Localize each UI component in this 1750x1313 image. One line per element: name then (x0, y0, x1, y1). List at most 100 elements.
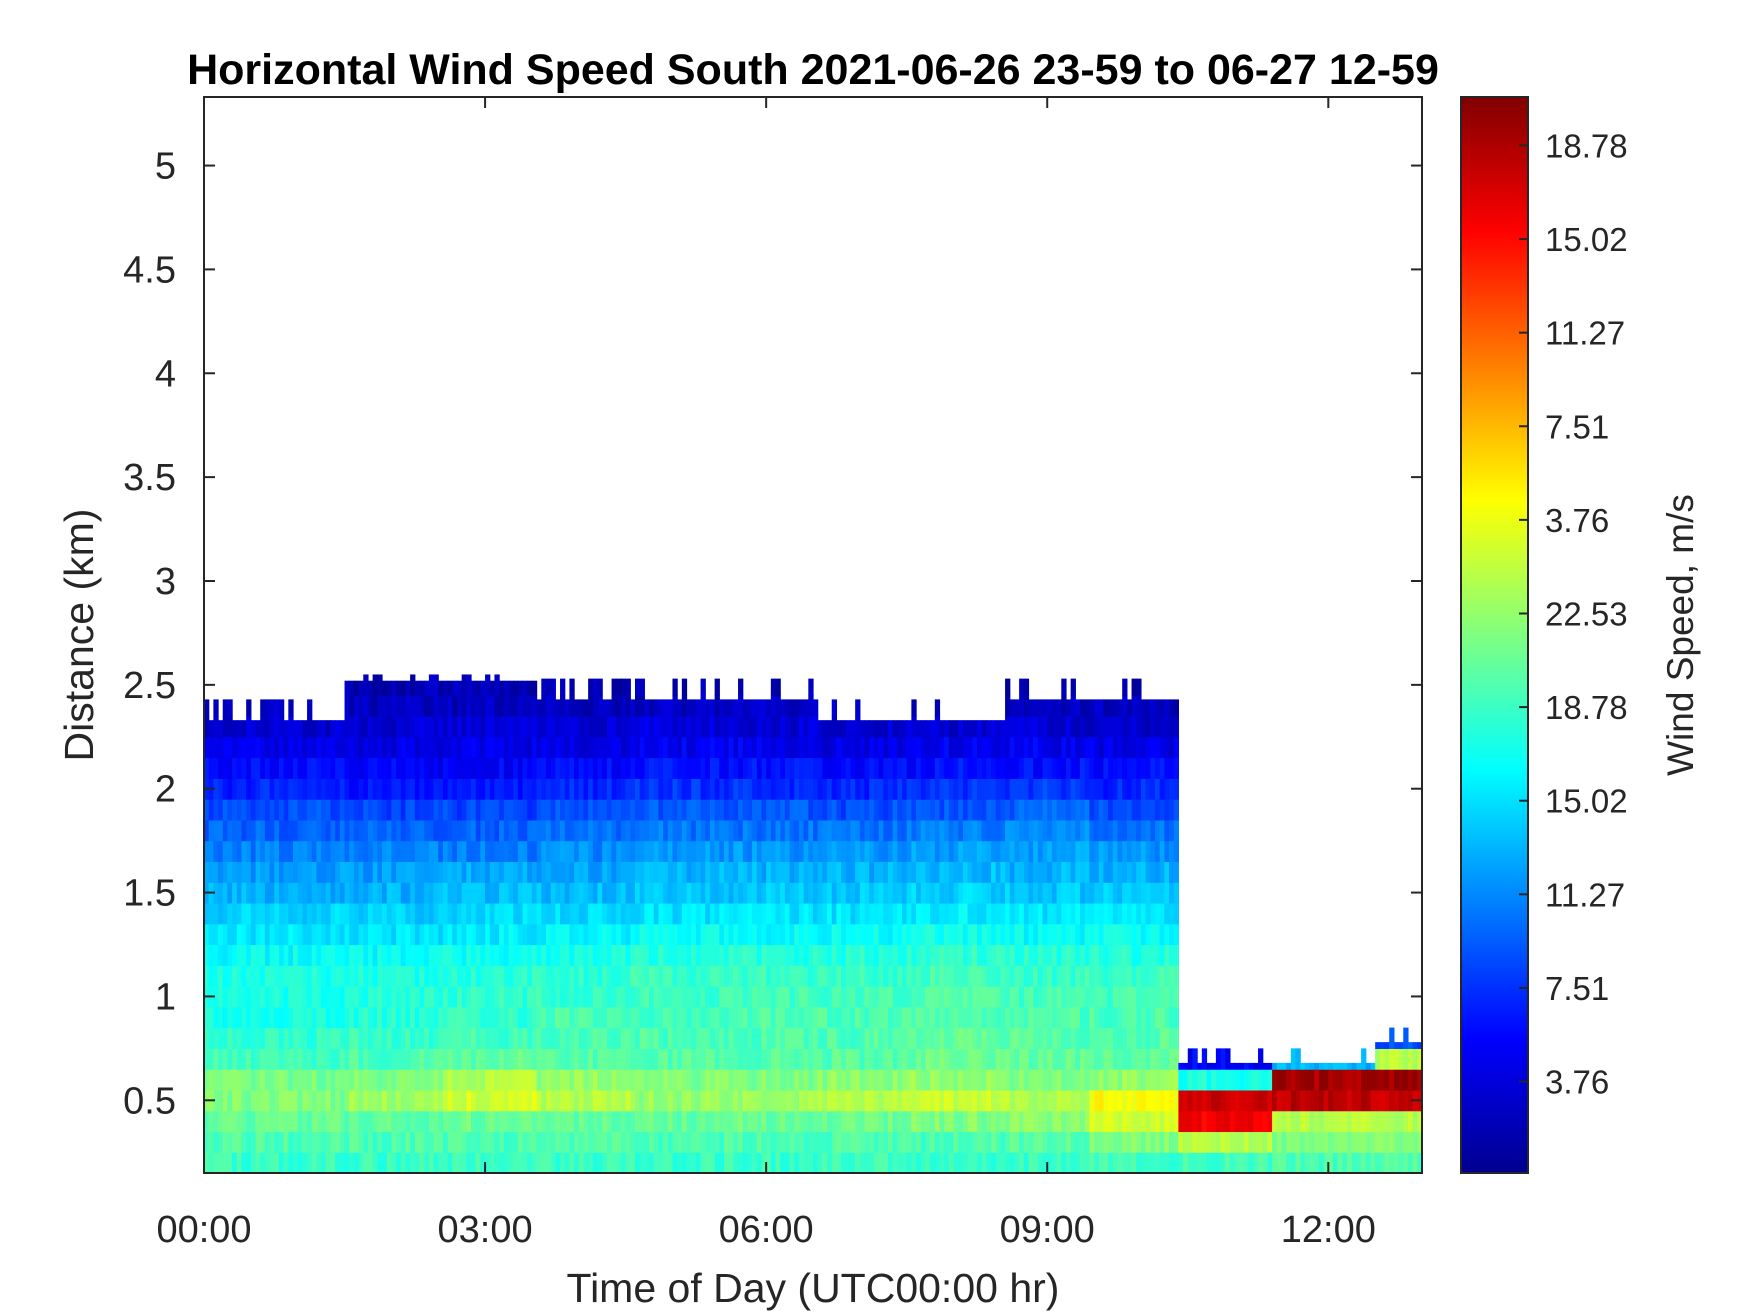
heatmap-cell (377, 1027, 383, 1049)
heatmap-cell (485, 819, 491, 842)
heatmap-cell (850, 944, 856, 966)
heatmap-cell (986, 1027, 992, 1049)
heatmap-cell (803, 736, 809, 759)
heatmap-cell (541, 1152, 547, 1173)
heatmap-cell (766, 1006, 772, 1029)
heatmap-cell (321, 1027, 327, 1049)
heatmap-cell (1000, 1089, 1006, 1112)
heatmap-cell (1154, 882, 1161, 904)
heatmap-cell (218, 1069, 224, 1091)
heatmap-cell (845, 757, 852, 779)
heatmap-cell (278, 1089, 285, 1112)
heatmap-cell (456, 882, 463, 904)
heatmap-cell (991, 720, 997, 738)
heatmap-cell (1094, 965, 1100, 987)
heatmap-cell (967, 1152, 973, 1173)
heatmap-cell (372, 986, 378, 1008)
heatmap-cell (1154, 986, 1161, 1008)
heatmap-cell (658, 861, 664, 883)
heatmap-cell (1019, 1152, 1025, 1173)
heatmap-cell (1028, 902, 1034, 925)
heatmap-cell (218, 882, 224, 904)
heatmap-cell (1304, 1152, 1311, 1173)
heatmap-cell (906, 778, 912, 800)
heatmap-cell (1154, 965, 1161, 987)
heatmap-cell (1136, 799, 1142, 821)
heatmap-cell (1253, 1152, 1259, 1173)
heatmap-cell (367, 819, 374, 842)
heatmap-cell (1028, 819, 1034, 842)
heatmap-cell (499, 1027, 505, 1049)
heatmap-cell (227, 965, 233, 987)
heatmap-cell (1169, 986, 1175, 1008)
heatmap-cell (527, 680, 533, 696)
heatmap-cell (1061, 902, 1067, 925)
heatmap-cell (911, 1027, 917, 1049)
heatmap-cell (1023, 965, 1030, 987)
heatmap-cell (386, 1089, 392, 1112)
heatmap-cell (471, 944, 477, 966)
heatmap-cell (410, 736, 416, 759)
heatmap-cell (817, 902, 823, 925)
heatmap-cell (700, 965, 706, 987)
heatmap-cell (616, 757, 622, 779)
heatmap-cell (1159, 1131, 1165, 1153)
heatmap-cell (1019, 882, 1025, 904)
heatmap-cell (733, 736, 739, 759)
heatmap-cell (316, 1027, 322, 1049)
heatmap-cell (1126, 757, 1133, 779)
heatmap-cell (592, 1006, 599, 1029)
heatmap-cell (705, 944, 711, 966)
heatmap-cell (339, 840, 346, 863)
heatmap-cell (560, 819, 566, 842)
heatmap-cell (766, 986, 772, 1008)
heatmap-cell (222, 1027, 229, 1049)
heatmap-cell (311, 902, 318, 925)
heatmap-cell (560, 778, 566, 800)
heatmap-cell (892, 902, 898, 925)
heatmap-cell (953, 720, 959, 738)
heatmap-cell (803, 986, 809, 1008)
heatmap-cell (606, 778, 613, 800)
heatmap-cell (1019, 757, 1025, 779)
heatmap-cell (522, 965, 528, 987)
heatmap-cell (466, 757, 472, 779)
heatmap-cell (639, 736, 645, 759)
heatmap-cell (1070, 1027, 1076, 1049)
heatmap-cell (845, 882, 852, 904)
heatmap-cell (1131, 736, 1137, 759)
heatmap-cell (391, 882, 397, 904)
heatmap-cell (976, 1089, 983, 1112)
heatmap-cell (1075, 861, 1081, 883)
heatmap-cell (227, 1027, 233, 1049)
heatmap-cell (447, 1089, 453, 1112)
heatmap-cell (489, 1006, 496, 1029)
heatmap-cell (405, 882, 411, 904)
heatmap-cell (1154, 1152, 1161, 1173)
heatmap-cell (232, 965, 238, 987)
heatmap-cell (1159, 778, 1165, 800)
heatmap-cell (1033, 1069, 1039, 1091)
heatmap-cell (976, 861, 983, 883)
heatmap-cell (297, 861, 303, 883)
heatmap-cell (428, 757, 435, 779)
heatmap-cell (325, 840, 332, 863)
heatmap-cell (747, 1152, 753, 1173)
heatmap-cell (475, 840, 481, 863)
heatmap-cell (808, 757, 814, 779)
heatmap-cell (1023, 736, 1030, 759)
heatmap-cell (620, 840, 627, 863)
heatmap-cell (1108, 1152, 1114, 1173)
heatmap-cell (382, 1006, 388, 1029)
heatmap-cell (414, 680, 421, 696)
heatmap-cell (1159, 699, 1165, 717)
heatmap-cell (246, 861, 252, 883)
heatmap-cell (1272, 1069, 1278, 1091)
heatmap-cell (456, 840, 463, 863)
heatmap-cell (1080, 1110, 1086, 1133)
heatmap-cell (241, 1006, 247, 1029)
heatmap-cell (1183, 1110, 1189, 1133)
heatmap-cell (1169, 1131, 1175, 1153)
heatmap-cell (991, 778, 997, 800)
heatmap-cell (1028, 1069, 1034, 1091)
